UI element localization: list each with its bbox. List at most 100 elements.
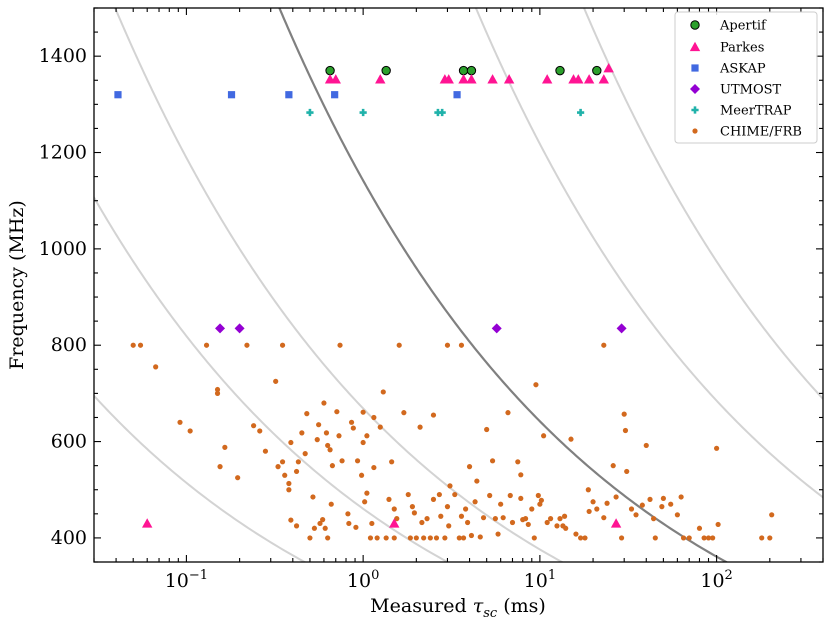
chime-frb-point <box>371 414 377 421</box>
chime-frb-point <box>354 458 361 464</box>
chime-frb-point <box>394 516 400 522</box>
chime-frb-point <box>214 390 221 396</box>
chime-frb-point <box>474 478 480 484</box>
legend-entry-meertrap: MeerTRAP <box>691 104 792 119</box>
chime-frb-point <box>409 504 416 510</box>
legend-marker-utmost <box>690 84 700 94</box>
parkes-point <box>603 63 614 73</box>
chime-frb-point <box>444 342 451 348</box>
chime-frb-point <box>624 468 630 475</box>
chime-frb-point <box>293 468 300 475</box>
legend-entry-utmost: UTMOST <box>690 83 782 98</box>
chime-frb-point <box>544 519 550 526</box>
chime-frb-point <box>350 425 356 431</box>
chime-frb-point <box>696 525 703 531</box>
legend-marker-parkes <box>689 41 701 52</box>
chime-frb-point <box>177 419 183 425</box>
meertrap-point <box>576 108 585 117</box>
chime-frb-point <box>586 508 592 515</box>
apertif-point <box>458 65 469 76</box>
chime-frb-point <box>531 535 537 541</box>
chime-frb-point <box>288 517 294 523</box>
chime-frb-point <box>430 412 437 418</box>
chime-frb-point <box>321 400 327 406</box>
chime-frb-point <box>279 459 286 465</box>
chime-frb-point <box>525 521 531 528</box>
chime-frb-point <box>610 463 616 469</box>
chime-frb-point <box>323 430 330 436</box>
y-tick-label: 600 <box>51 431 87 453</box>
chime-frb-point <box>433 535 440 541</box>
parkes-point <box>598 74 609 84</box>
chime-frb-point <box>446 523 452 529</box>
chime-frb-point <box>487 492 493 499</box>
chime-frb-point <box>522 516 529 522</box>
chime-frb-point <box>601 515 607 521</box>
chime-frb-point <box>701 535 707 541</box>
x-axis-label: Measured τsc (ms) <box>370 595 546 621</box>
y-tick-label: 800 <box>51 334 87 356</box>
chime-frb-point <box>613 494 619 500</box>
legend-box <box>674 11 818 144</box>
chime-frb-point <box>518 472 524 478</box>
data-points <box>114 63 775 541</box>
chime-frb-point <box>447 483 453 489</box>
legend-entry-apertif: Apertif <box>690 19 767 34</box>
chime-frb-point <box>533 382 539 388</box>
y-tick-label: 1200 <box>39 142 87 164</box>
chime-frb-point <box>585 487 591 493</box>
chime-frb-point <box>383 535 389 541</box>
chime-frb-point <box>563 525 569 531</box>
parkes-point <box>610 518 622 528</box>
chime-frb-point <box>317 520 323 527</box>
parkes-point <box>541 74 553 84</box>
chime-frb-point <box>668 501 674 507</box>
chime-frb-point <box>322 525 328 531</box>
askap-point <box>453 91 461 99</box>
chime-frb-point <box>295 459 301 465</box>
chime-frb-point <box>389 459 395 465</box>
chime-frb-point <box>466 464 473 470</box>
chime-frb-point <box>299 430 305 436</box>
chime-frb-point <box>279 342 286 348</box>
parkes-point <box>487 74 498 84</box>
chime-frb-point <box>601 342 607 348</box>
chime-frb-point <box>348 419 355 425</box>
chime-frb-point <box>345 511 351 517</box>
chime-frb-point <box>500 515 506 521</box>
chime-frb-point <box>153 364 159 370</box>
plot-frame <box>93 7 824 563</box>
chime-frb-point <box>203 342 210 348</box>
chime-frb-point <box>304 411 310 417</box>
chime-frb-point <box>214 386 221 393</box>
apertif-point <box>466 65 477 76</box>
chime-frb-point <box>458 513 465 519</box>
chime-frb-point <box>320 517 326 523</box>
chime-frb-point <box>547 516 554 522</box>
askap-point <box>114 91 122 99</box>
chime-frb-point <box>686 535 692 541</box>
x-tick-label: 10−1 <box>165 568 208 592</box>
chime-frb-point <box>337 342 343 348</box>
chime-frb-point <box>307 535 313 541</box>
chime-frb-point <box>421 535 427 541</box>
y-tick-label: 1400 <box>39 45 87 67</box>
chime-frb-point <box>360 409 366 415</box>
chime-frb-point <box>362 499 368 505</box>
chime-frb-point <box>282 472 288 478</box>
chime-frb-point <box>554 523 560 529</box>
chime-frb-point <box>568 436 574 442</box>
legend-marker-meertrap <box>691 106 699 114</box>
meertrap-point <box>359 108 367 117</box>
chime-frb-point <box>480 515 487 521</box>
chime-frb-point <box>334 409 340 415</box>
legend-label: UTMOST <box>720 83 782 98</box>
chime-frb-point <box>650 516 657 522</box>
legend-label: Parkes <box>720 41 764 56</box>
chime-frb-point <box>652 535 658 541</box>
scaling-curve <box>114 8 565 562</box>
chime-frb-point <box>498 501 504 507</box>
chime-frb-point <box>495 531 501 537</box>
legend-label: ASKAP <box>719 62 766 77</box>
